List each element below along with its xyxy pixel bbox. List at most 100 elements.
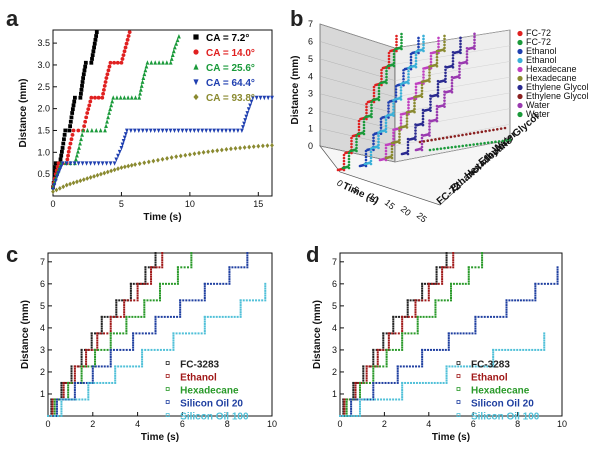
data-point [216,282,219,285]
data-point [421,117,425,121]
data-point [114,381,117,384]
data-point [414,299,417,302]
data-point [67,396,70,399]
data-point [84,161,89,166]
data-point [406,152,410,156]
data-point [473,32,476,36]
data-point [143,304,146,307]
data-point [385,66,388,70]
data-point [430,138,433,142]
data-point [176,278,179,281]
data-point [246,263,249,266]
data-point [372,88,376,92]
data-point [395,49,398,53]
data-point [248,103,252,108]
data-point [382,348,385,351]
data-point [358,389,361,392]
data-point [188,128,193,133]
data-point [394,94,398,97]
data-point [387,334,390,337]
data-point [428,131,431,134]
data-point [83,348,86,351]
data-point [160,315,163,318]
data-point [473,38,476,42]
data-point [505,313,508,316]
data-point [473,35,476,39]
data-point [428,77,431,80]
data-point [437,42,440,46]
data-point [67,128,72,133]
legend-label: Silicon Oil 20 [180,399,243,410]
data-point [472,131,476,135]
data-point [264,285,267,288]
data-point [421,123,425,127]
data-point [244,114,249,119]
data-point [353,415,356,417]
data-point [372,363,375,366]
data-point [106,68,111,73]
data-point [434,311,437,314]
data-point [456,332,459,335]
data-point [450,145,454,149]
data-point [154,322,157,325]
y-tick-label: 1.5 [37,125,50,135]
data-point [443,93,446,96]
data-point [350,410,353,413]
data-point [537,348,540,351]
data-point [443,102,446,105]
data-point [419,315,422,318]
data-point [453,332,456,335]
data-point [232,128,236,133]
data-point [60,410,63,413]
data-point [71,103,76,108]
data-point [505,315,508,318]
data-point [109,353,112,356]
data-point [82,381,85,384]
data-point [471,365,474,368]
data-point [399,119,403,122]
y-tick-label: 2.0 [37,104,50,114]
data-point [424,381,427,384]
data-point [384,127,388,130]
data-point [429,282,432,285]
data-point [73,389,76,392]
data-point [416,322,419,325]
data-point [481,266,484,269]
data-point [172,337,175,340]
data-point [138,91,142,96]
data-point [109,351,112,354]
legend-label: Ethanol [180,373,217,384]
data-point [176,271,179,274]
data-point [143,308,146,311]
data-point [355,137,358,141]
data-point [352,384,355,387]
data-point [102,84,107,88]
data-point [100,315,103,318]
data-point [357,381,360,384]
data-point [382,332,385,335]
data-point [193,93,199,101]
data-point [455,282,458,285]
data-point [428,125,431,128]
data-point [421,348,424,351]
data-point [474,332,477,335]
y-tick-label: 4 [40,323,45,333]
data-point [61,141,66,146]
data-point [471,332,474,335]
data-point [191,299,194,302]
data-point [372,100,376,104]
data-point [441,273,444,276]
data-point [67,391,70,394]
data-point [443,49,446,53]
legend-label: Water [526,109,550,119]
data-point [50,410,53,413]
data-point [136,287,139,290]
data-point [182,299,185,302]
data-point [387,66,391,70]
data-point [238,145,242,151]
data-point [401,344,404,347]
data-point [179,304,182,307]
data-point [343,405,346,408]
data-point [365,379,368,382]
data-point [149,60,154,65]
